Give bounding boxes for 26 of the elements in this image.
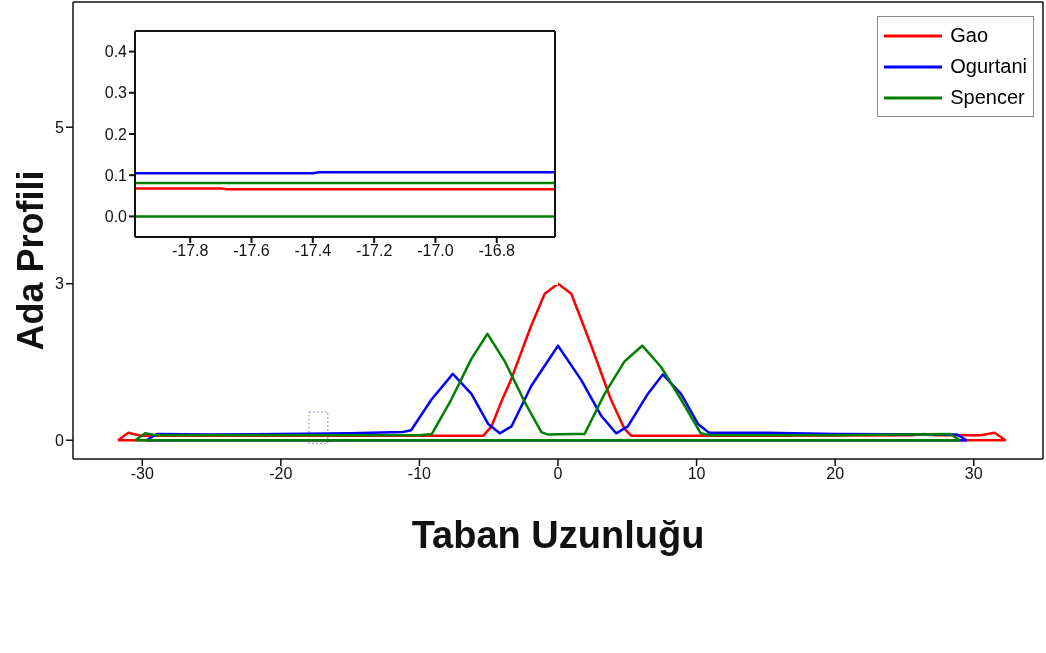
x-tick-label: -16.8 xyxy=(478,242,516,260)
x-tick-label: 30 xyxy=(964,465,983,483)
x-tick-label: 10 xyxy=(687,465,706,483)
y-axis-title: Ada Profili xyxy=(9,170,51,351)
y-tick-label: 0.1 xyxy=(104,166,128,184)
x-tick-label: -17.8 xyxy=(171,242,209,260)
y-tick-label: 0.2 xyxy=(104,125,128,143)
legend-label: Ogurtani xyxy=(950,55,1027,78)
x-axis-title: Taban Uzunluğu xyxy=(411,514,705,556)
y-tick-label: 0.0 xyxy=(104,208,128,226)
x-tick-label: -10 xyxy=(407,465,432,483)
x-tick-label: 0 xyxy=(553,465,563,483)
x-tick-label: -17.2 xyxy=(355,242,393,260)
x-tick-label: -17.0 xyxy=(417,242,454,260)
x-tick-label: -30 xyxy=(130,465,154,483)
y-tick-label: 0.3 xyxy=(104,84,128,102)
legend-label: Gao xyxy=(950,24,989,47)
y-tick-label: 3 xyxy=(55,275,65,293)
y-tick-label: 5 xyxy=(55,118,65,136)
x-tick-label: -17.4 xyxy=(294,242,332,260)
y-tick-label: 0.4 xyxy=(104,43,128,61)
y-tick-label: 0 xyxy=(55,431,65,449)
legend-label: Spencer xyxy=(950,86,1025,109)
x-tick-label: -20 xyxy=(269,465,293,483)
x-tick-label: -17.6 xyxy=(233,242,270,260)
x-tick-label: 20 xyxy=(826,465,845,483)
